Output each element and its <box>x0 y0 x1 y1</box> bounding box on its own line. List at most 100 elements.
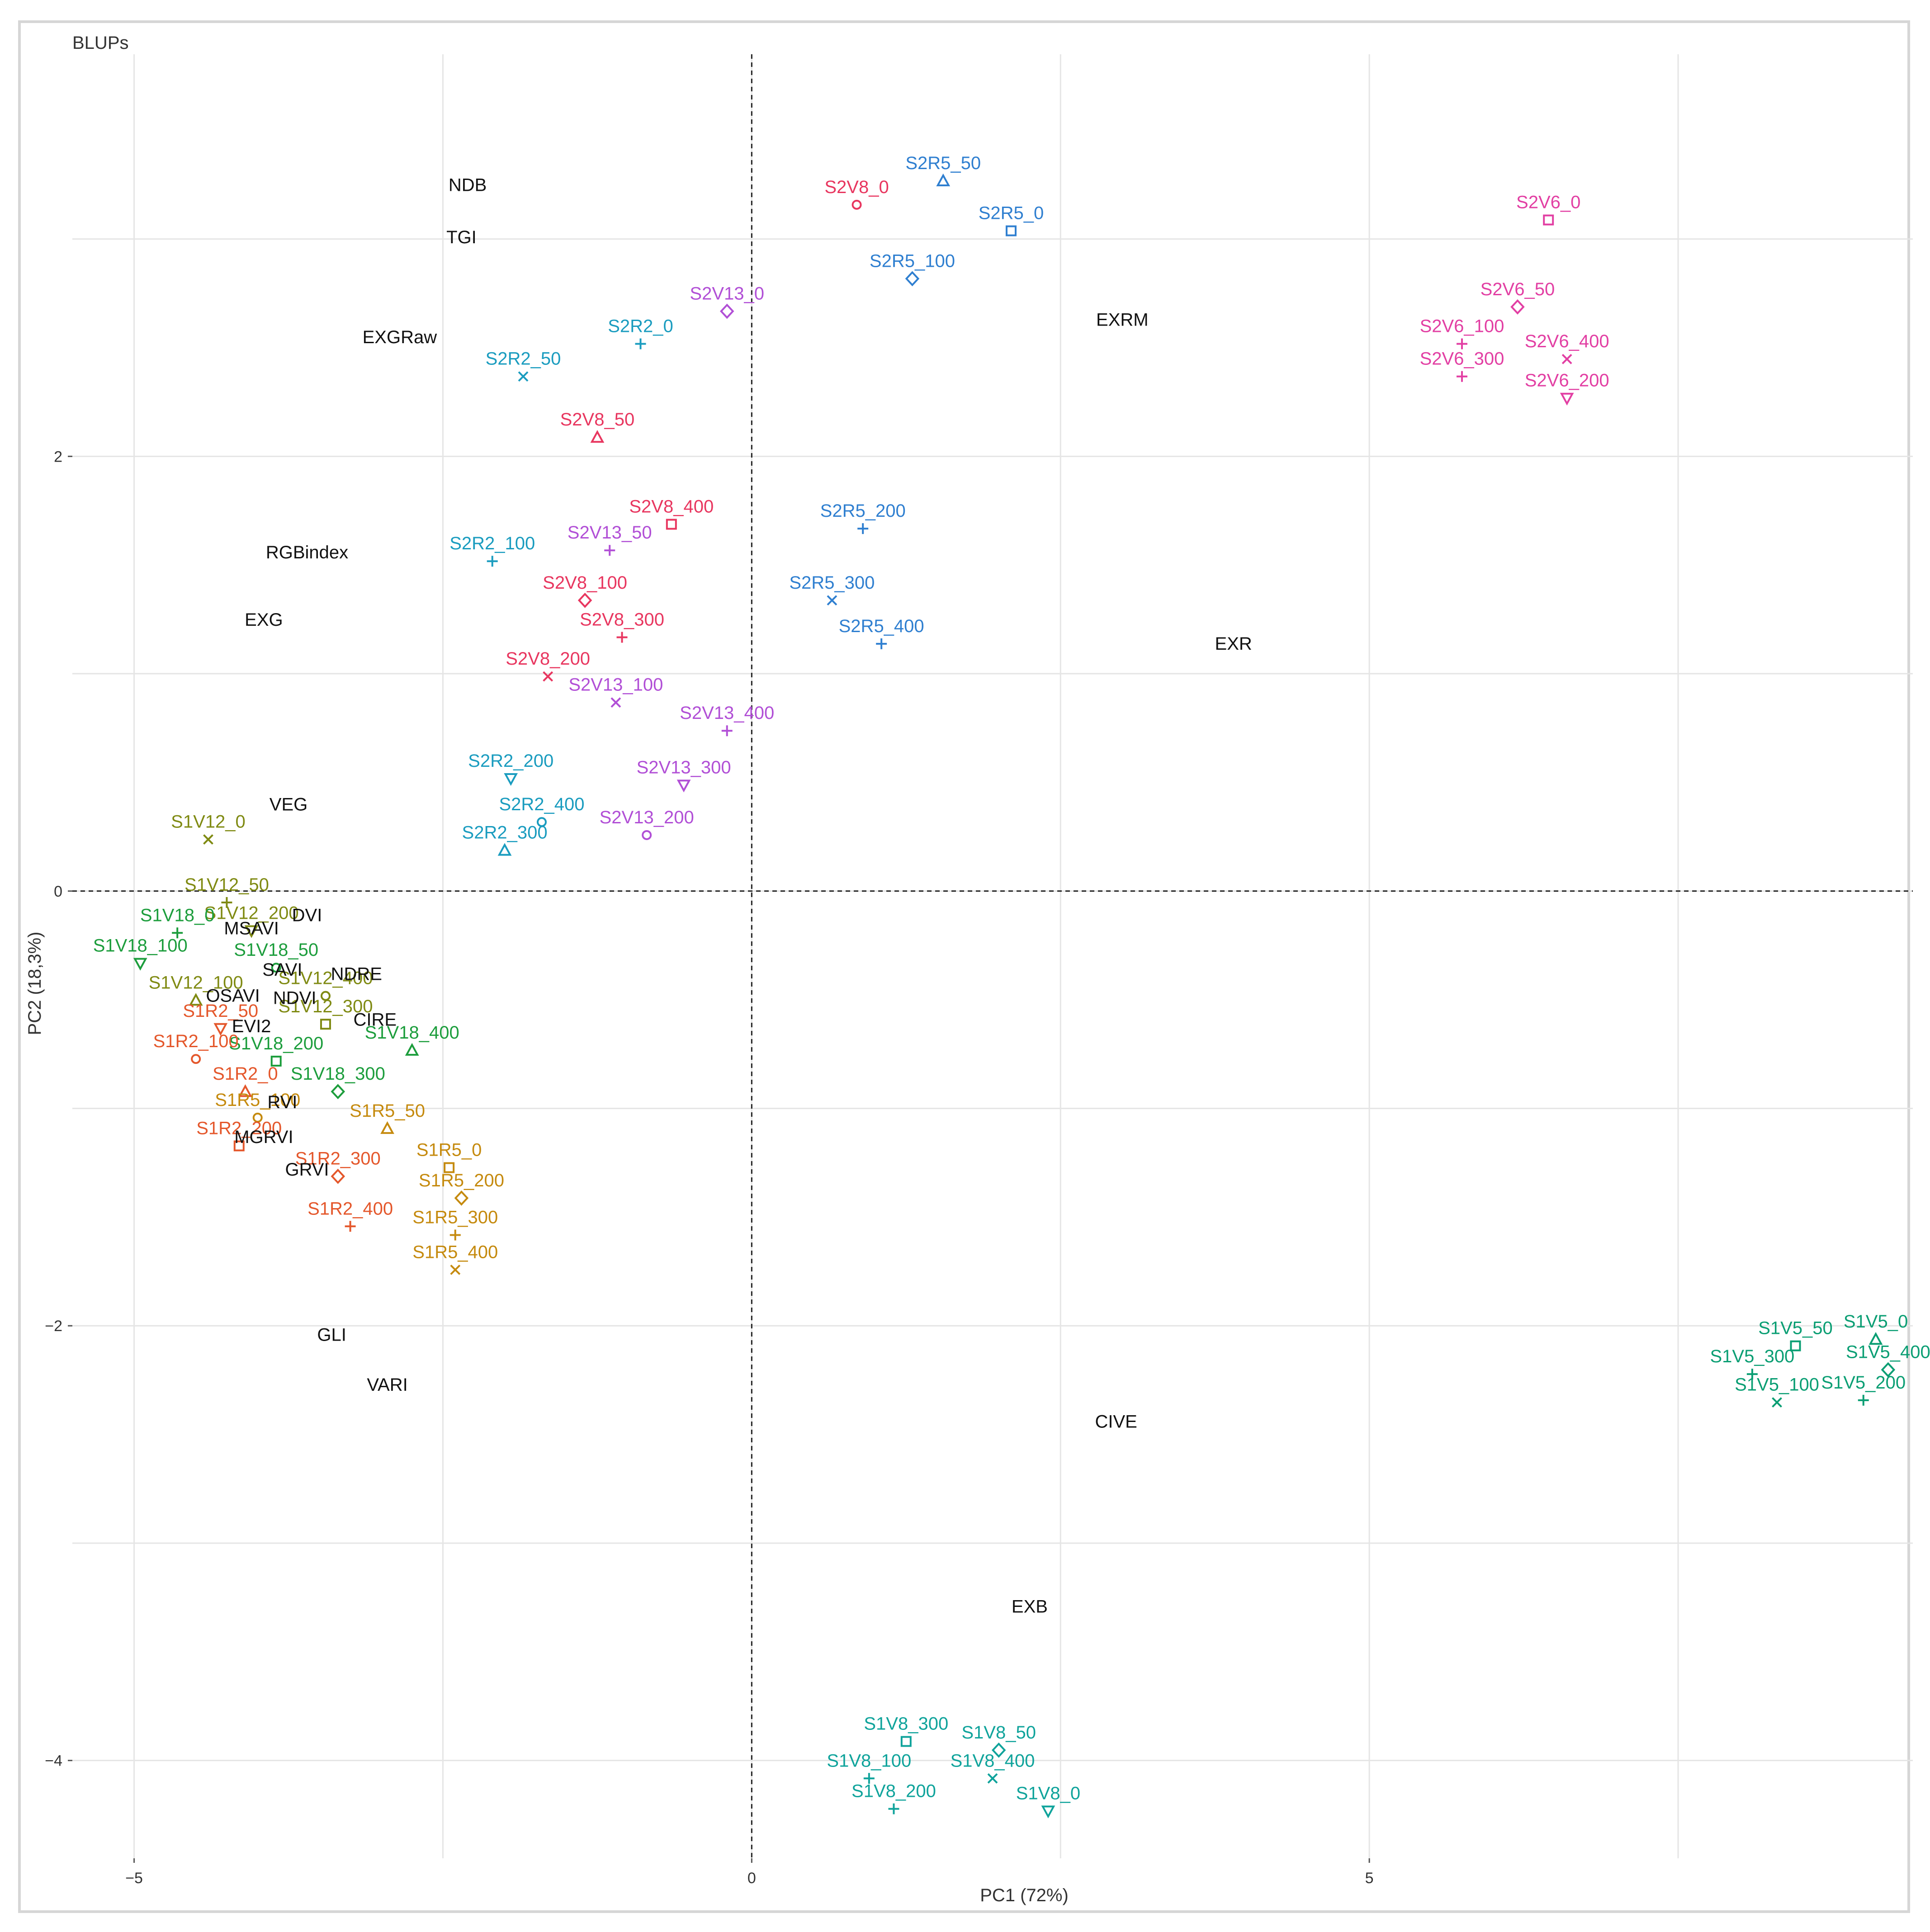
sample-label-s2r5-0: S2R5_0 <box>979 203 1044 223</box>
sample-point-s1v8-400 <box>987 1773 998 1784</box>
sample-point-s1r2-50 <box>213 1023 228 1036</box>
sample-point-s1v12-100 <box>189 993 203 1006</box>
sample-label-s1v5-400: S1V5_400 <box>1846 1342 1930 1362</box>
sample-label-s2v6-100: S2V6_100 <box>1420 316 1504 336</box>
sample-label-s2r2-300: S2R2_300 <box>462 823 548 843</box>
sample-label-s1v8-50: S1V8_50 <box>961 1723 1036 1743</box>
axis-ticks: −5 0 5 2 0 −2 −4 <box>45 448 1373 1887</box>
variable-label-tgi: TGI <box>446 227 477 247</box>
sample-point-s2r5-0 <box>1005 225 1017 236</box>
variable-label-exrm: EXRM <box>1096 310 1149 330</box>
sample-point-s1v8-100 <box>863 1773 875 1784</box>
sample-label-s1r5-400: S1R5_400 <box>412 1242 498 1262</box>
y-tick-label: −4 <box>45 1752 62 1770</box>
variable-label-dvi: DVI <box>292 906 322 926</box>
sample-label-s1r5-50: S1R5_50 <box>350 1101 425 1121</box>
sample-point-s1v12-300 <box>320 1019 331 1030</box>
sample-point-s1r5-0 <box>444 1162 455 1173</box>
sample-point-s1v5-50 <box>1790 1340 1801 1351</box>
sample-label-s2v13-400: S2V13_400 <box>680 703 774 723</box>
variable-label-exb: EXB <box>1012 1597 1048 1616</box>
sample-point-s2r5-100 <box>905 271 920 287</box>
sample-label-s2v13-100: S2V13_100 <box>568 675 663 695</box>
variable-label-rvi: RVI <box>267 1092 297 1112</box>
sample-point-s2v6-0 <box>1543 214 1554 226</box>
sample-point-s1v5-400 <box>1881 1362 1896 1378</box>
sample-label-s2v8-400: S2V8_400 <box>629 497 714 517</box>
sample-label-s1v5-300: S1V5_300 <box>1710 1346 1794 1366</box>
sample-label-s1r5-300: S1R5_300 <box>412 1207 498 1227</box>
sample-points <box>133 173 1896 1819</box>
sample-point-s1v18-400 <box>405 1043 419 1056</box>
sample-point-s1r2-300 <box>331 1168 345 1184</box>
variable-label-veg: VEG <box>270 794 307 814</box>
sample-point-s1v8-50 <box>991 1742 1006 1758</box>
sample-label-s2r5-300: S2R5_300 <box>789 573 875 593</box>
sample-point-s2v8-50 <box>590 430 605 443</box>
sample-point-s1v18-300 <box>331 1084 345 1100</box>
sample-label-s1v5-0: S1V5_0 <box>1844 1312 1908 1332</box>
sample-label-s2v6-400: S2V6_400 <box>1525 331 1609 351</box>
x-axis-title: PC1 (72%) <box>980 1885 1069 1905</box>
x-tick-label: −5 <box>125 1870 143 1887</box>
sample-point-s2v13-50 <box>604 545 615 556</box>
chart-title: BLUPs <box>72 33 129 53</box>
sample-labels: S2V8_0 S2V8_50 S2V8_400 S2V8_100 S2V8_300 S2V… <box>93 153 1930 1803</box>
sample-point-s1v18-200 <box>270 1055 282 1067</box>
sample-point-s2v8-0 <box>851 199 862 210</box>
sample-point-s1v12-400 <box>320 991 331 1001</box>
sample-label-s1v12-300: S1V12_300 <box>278 997 373 1016</box>
sample-label-s2v6-200: S2V6_200 <box>1525 371 1609 391</box>
variable-label-mgrvi: MGRVI <box>234 1127 293 1147</box>
variable-label-evi2: EVI2 <box>232 1016 271 1036</box>
sample-point-s1v8-300 <box>900 1736 912 1747</box>
sample-label-s1v18-0: S1V18_0 <box>140 905 215 925</box>
variable-label-cive: CIVE <box>1095 1412 1137 1432</box>
variable-label-savi: SAVI <box>262 960 302 980</box>
sample-point-s2v13-400 <box>721 725 733 737</box>
sample-label-s1v18-50: S1V18_50 <box>234 940 318 960</box>
y-tick-label: 0 <box>54 883 62 900</box>
sample-point-s1r5-50 <box>380 1121 394 1134</box>
sample-point-s2v6-50 <box>1510 299 1525 315</box>
sample-label-s2v6-300: S2V6_300 <box>1420 349 1504 369</box>
x-tick-label: 5 <box>1365 1870 1374 1887</box>
sample-point-s2v8-100 <box>577 592 592 608</box>
sample-label-s1r5-200: S1R5_200 <box>419 1171 504 1190</box>
variable-label-cire: CIRE <box>353 1010 397 1030</box>
sample-label-s1r2-300: S1R2_300 <box>295 1149 381 1169</box>
sample-label-s1v18-300: S1V18_300 <box>291 1064 385 1084</box>
sample-point-s1r5-300 <box>449 1229 461 1241</box>
variable-label-rgbindex: RGBindex <box>266 543 348 562</box>
sample-point-s2r2-300 <box>497 843 512 856</box>
sample-point-s1r2-0 <box>238 1084 252 1097</box>
sample-point-s2r5-400 <box>876 638 887 649</box>
variable-label-msavi: MSAVI <box>224 919 279 939</box>
sample-point-s1v5-200 <box>1858 1394 1869 1406</box>
sample-point-s2r2-400 <box>536 817 547 827</box>
sample-point-s1r5-100 <box>252 1112 263 1123</box>
x-tick-label: 0 <box>747 1870 756 1887</box>
sample-point-s2v6-100 <box>1456 338 1467 350</box>
variable-label-exr: EXR <box>1215 634 1252 654</box>
sample-label-s1v5-100: S1V5_100 <box>1735 1375 1819 1395</box>
sample-point-s1r2-100 <box>191 1054 201 1064</box>
y-tick-label: 2 <box>54 448 62 465</box>
sample-point-s1v12-0 <box>203 834 213 845</box>
sample-label-s2r2-100: S2R2_100 <box>449 534 535 553</box>
sample-label-s2r2-50: S2R2_50 <box>486 349 561 369</box>
sample-label-s2v8-100: S2V8_100 <box>543 573 627 593</box>
sample-point-s1v18-0 <box>172 927 183 939</box>
sample-label-s2v13-50: S2V13_50 <box>568 523 652 543</box>
sample-label-s2v6-0: S2V6_0 <box>1516 193 1580 213</box>
sample-point-s2v8-400 <box>666 519 677 530</box>
sample-point-s1r5-400 <box>450 1264 461 1275</box>
sample-point-s2v8-300 <box>616 632 628 643</box>
sample-point-s1v5-300 <box>1746 1369 1758 1380</box>
sample-label-s2r5-200: S2R5_200 <box>820 501 906 521</box>
variable-label-ndre: NDRE <box>331 964 382 984</box>
sample-point-s2v13-300 <box>676 779 691 793</box>
sample-point-s1v12-50 <box>221 897 232 908</box>
sample-point-s2v13-200 <box>642 830 652 840</box>
